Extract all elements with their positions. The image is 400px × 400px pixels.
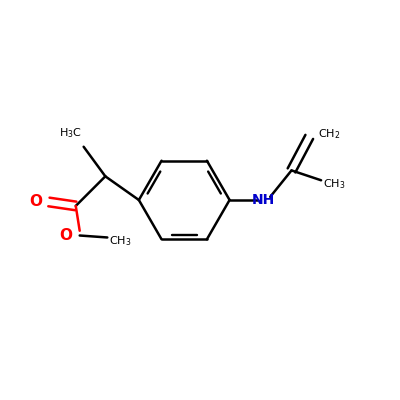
Text: CH$_3$: CH$_3$ — [323, 177, 346, 191]
Text: CH$_2$: CH$_2$ — [318, 127, 340, 141]
Text: CH$_3$: CH$_3$ — [109, 234, 132, 248]
Text: H$_3$C: H$_3$C — [59, 126, 82, 140]
Text: O: O — [30, 194, 43, 210]
Text: O: O — [59, 228, 72, 243]
Text: NH: NH — [252, 193, 275, 207]
